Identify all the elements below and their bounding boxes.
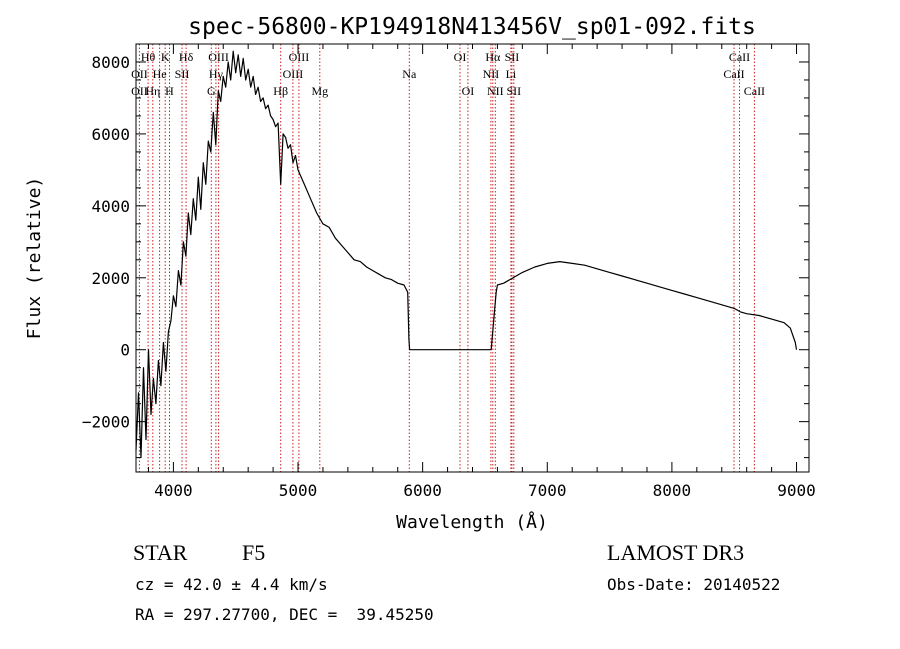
y-tick-label: 4000 [91, 197, 130, 216]
line-annotation: H [165, 84, 174, 98]
plot-frame [135, 43, 810, 473]
y-tick-label: 6000 [91, 125, 130, 144]
redshift-cz: cz = 42.0 ± 4.4 km/s [135, 575, 328, 594]
line-guides [138, 44, 755, 472]
line-annotation: G [207, 84, 216, 98]
line-annotation: Hγ [209, 67, 224, 81]
line-annotation: OI [462, 84, 475, 98]
line-annotation: OI [454, 50, 467, 64]
x-tick-label: 6000 [403, 481, 442, 500]
line-annotation: SII [505, 50, 520, 64]
line-annotation: OIII [283, 67, 304, 81]
x-tick-label: 8000 [653, 481, 692, 500]
line-annotation: Hη [145, 84, 160, 98]
line-annotation: Mg [311, 84, 328, 98]
line-annotation: K [161, 50, 170, 64]
line-annotation: CaII [729, 50, 750, 64]
axis-ticks [136, 44, 809, 472]
line-annotation: SII [506, 84, 521, 98]
y-axis-label: Flux (relative) [24, 177, 45, 340]
chart-title: spec-56800-KP194918N413456V_sp01-092.fit… [188, 14, 756, 40]
line-annotation: OII [131, 67, 148, 81]
observation-date: Obs-Date: 20140522 [607, 575, 780, 594]
axis-tick-labels: 4000 5000 6000 7000 8000 9000 −2000 0 2000 4000 60… [82, 53, 816, 500]
line-annotation: Li [506, 67, 517, 81]
object-subclass: F5 [242, 540, 265, 565]
ra-dec-coordinates: RA = 297.27700, DEC = 39.45250 [135, 605, 434, 624]
x-axis-label: Wavelength (Å) [396, 511, 548, 533]
line-annotation: NII [487, 84, 504, 98]
spectrum-series [135, 50, 798, 459]
line-annotation: Hδ [179, 50, 194, 64]
line-annotation: OIII [289, 50, 310, 64]
x-tick-label: 7000 [528, 481, 567, 500]
line-annotation: Hβ [273, 84, 288, 98]
survey-name: LAMOST DR3 [607, 540, 744, 565]
line-annotation: He [153, 67, 167, 81]
line-annotation: CaII [723, 67, 744, 81]
line-annotation: CaII [744, 84, 765, 98]
line-annotation: Hα [485, 50, 501, 64]
x-tick-label: 4000 [154, 481, 193, 500]
line-annotation: Na [402, 67, 417, 81]
x-tick-label: 9000 [777, 481, 816, 500]
line-annotation: OIII [208, 50, 229, 64]
line-annotation: OII [131, 84, 148, 98]
line-annotation: Hθ [141, 50, 156, 64]
y-tick-label: 2000 [91, 269, 130, 288]
x-tick-label: 5000 [279, 481, 318, 500]
flux-line [135, 50, 798, 459]
y-tick-label: 8000 [91, 53, 130, 72]
object-class: STAR [133, 540, 188, 565]
y-tick-label: 0 [120, 341, 130, 360]
line-annotation: NII [483, 67, 500, 81]
line-annotation: SII [175, 67, 190, 81]
y-tick-label: −2000 [82, 413, 130, 432]
